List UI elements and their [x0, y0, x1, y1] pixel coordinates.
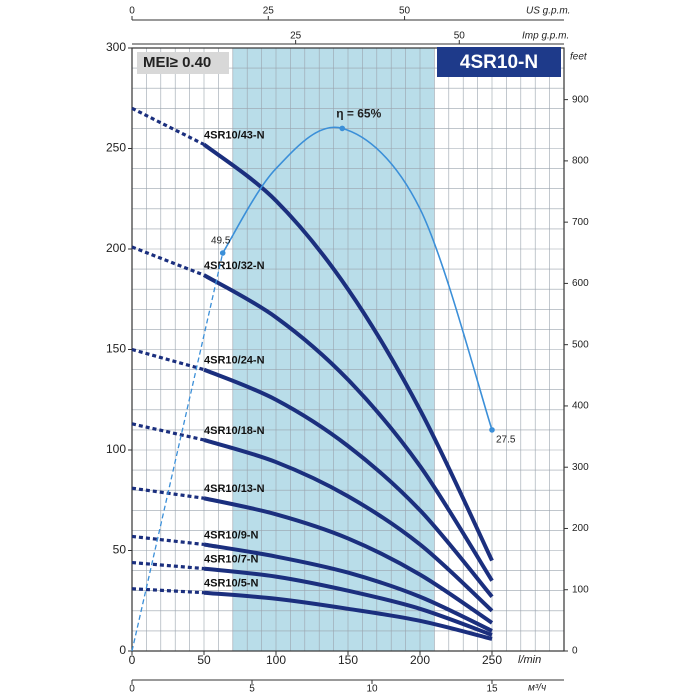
secondary-tick-label: 10 [366, 684, 378, 695]
pump-curve [203, 367, 494, 599]
plot-area [131, 47, 565, 652]
curve-label: 4SR10/18-N [204, 425, 265, 437]
y2-tick-label: 0 [572, 646, 578, 657]
curve-label: 4SR10/7-N [204, 553, 258, 565]
secondary-tick-label: 25 [290, 31, 302, 42]
curve-label: 4SR10/32-N [204, 260, 265, 272]
y-tick-label: 50 [113, 543, 127, 557]
secondary-tick-label: 5 [249, 684, 255, 695]
secondary-tick-label: 25 [263, 6, 275, 17]
curve-label: 4SR10/5-N [204, 578, 258, 590]
pump-curve-dashed [131, 587, 205, 595]
x-tick-label: 0 [129, 653, 136, 667]
efficiency-point [489, 427, 495, 433]
x-tick-label: 100 [266, 653, 286, 667]
x-tick-label: 150 [338, 653, 358, 667]
y-tick-label: 0 [119, 643, 126, 657]
secondary-tick-label: 0 [129, 684, 135, 695]
title-box [437, 47, 561, 77]
y2-tick-label: 400 [572, 401, 589, 412]
pump-curve-dashed [131, 245, 205, 277]
curve-label: 4SR10/9-N [204, 529, 258, 541]
y2-tick-label: 100 [572, 584, 589, 595]
pump-curve [202, 273, 494, 582]
y2-tick-label: 600 [572, 278, 589, 289]
pump-curve [203, 590, 493, 641]
x-tick-label: 50 [197, 653, 211, 667]
x-tick-label: 200 [410, 653, 430, 667]
curve-label: 4SR10/43-N [204, 129, 265, 141]
curve-label: 4SR10/24-N [204, 355, 265, 367]
secondary-axis-label: Imp g.p.m. [522, 31, 569, 42]
chart-title: 4SR10-N [460, 52, 538, 73]
y-tick-label: 200 [106, 241, 126, 255]
efficiency-label: 27.5 [496, 435, 516, 446]
pump-curve-dashed [131, 347, 205, 372]
y-tick-label: 300 [106, 40, 126, 54]
secondary-tick-label: 0 [129, 6, 135, 17]
curve-label: 4SR10/13-N [204, 483, 265, 495]
efficiency-label: 49.5 [211, 236, 231, 247]
x-axis-label: l/min [518, 654, 541, 666]
badge-box [137, 52, 229, 74]
pump-curve [203, 542, 493, 633]
secondary-tick-label: 50 [454, 31, 466, 42]
pump-curve-dashed [131, 560, 205, 571]
y-tick-label: 150 [106, 342, 126, 356]
y2-axis-label: feet [570, 52, 588, 63]
pump-curve-dashed [131, 422, 205, 442]
y2-tick-label: 300 [572, 462, 589, 473]
y2-tick-label: 700 [572, 217, 589, 228]
pump-curve [203, 438, 494, 613]
secondary-tick-label: 50 [399, 6, 411, 17]
pump-curve-dashed [131, 534, 205, 547]
y-tick-label: 250 [106, 141, 126, 155]
badge: MEI≥ 0.40 [143, 54, 211, 71]
x-tick-label: 250 [482, 653, 502, 667]
y2-tick-label: 900 [572, 94, 589, 105]
secondary-tick-label: 15 [486, 684, 498, 695]
efficiency-curve [222, 126, 493, 431]
x2-axis-label: м³/ч [528, 683, 546, 694]
efficiency-point [219, 250, 226, 256]
secondary-axis-label: US g.p.m. [526, 6, 570, 17]
pump-curve [203, 496, 494, 625]
efficiency-peak-label: η = 65% [336, 107, 381, 121]
pump-curve [203, 566, 493, 637]
y2-tick-label: 200 [572, 523, 589, 534]
y-tick-label: 100 [106, 442, 126, 456]
efficiency-dashed [131, 252, 224, 652]
y2-tick-label: 800 [572, 156, 589, 167]
pump-curve [202, 142, 494, 562]
efficiency-point [339, 125, 346, 132]
y2-tick-label: 500 [572, 339, 589, 350]
